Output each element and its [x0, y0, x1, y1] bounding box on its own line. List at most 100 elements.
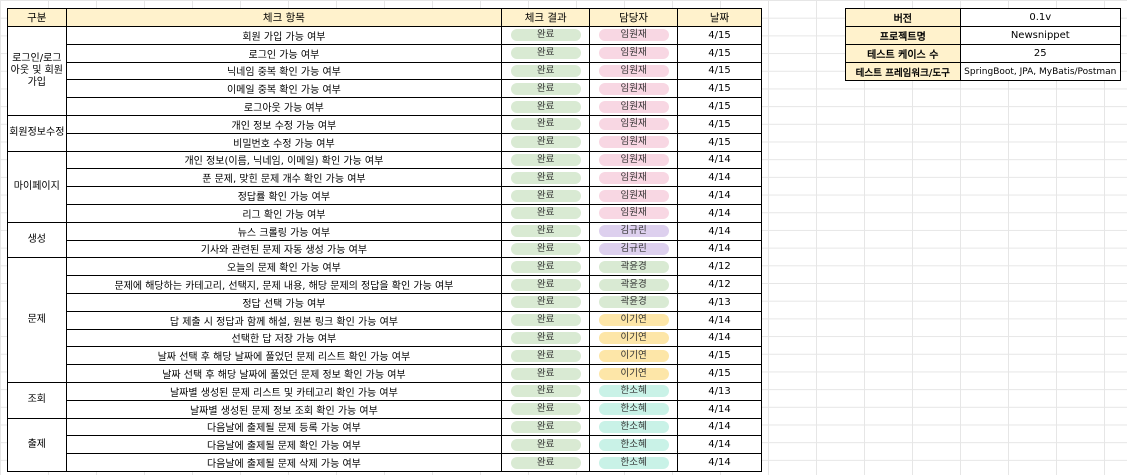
check-item-cell[interactable]: 이메일 중복 확인 가능 여부: [65, 79, 503, 99]
check-item-cell[interactable]: 정답 선택 가능 여부: [65, 292, 503, 312]
check-item-cell[interactable]: 다음날에 출제될 문제 삭제 가능 여부: [65, 453, 503, 472]
check-item-cell[interactable]: 비밀번호 수정 가능 여부: [65, 132, 503, 152]
info-key-version[interactable]: 버전: [845, 8, 961, 27]
check-result-cell[interactable]: 완료: [501, 275, 591, 294]
date-cell[interactable]: 4/15: [677, 43, 762, 63]
date-cell[interactable]: 4/14: [677, 221, 762, 241]
owner-cell[interactable]: 임원재: [589, 203, 679, 223]
category-cell[interactable]: 문제: [7, 257, 67, 383]
date-cell[interactable]: 4/12: [677, 275, 762, 294]
owner-cell[interactable]: 임원재: [589, 43, 679, 63]
date-cell[interactable]: 4/13: [677, 381, 762, 401]
owner-cell[interactable]: 임원재: [589, 61, 679, 81]
check-item-cell[interactable]: 문제에 해당하는 카테고리, 선택지, 문제 내용, 해당 문제의 정답을 확인…: [65, 275, 503, 294]
check-result-cell[interactable]: 완료: [501, 453, 591, 472]
info-value-project-name[interactable]: Newsnippet: [959, 26, 1122, 45]
owner-cell[interactable]: 한소혜: [589, 381, 679, 401]
owner-cell[interactable]: 임원재: [589, 114, 679, 134]
check-item-cell[interactable]: 개인 정보(이름, 닉네임, 이메일) 확인 가능 여부: [65, 150, 503, 170]
date-cell[interactable]: 4/15: [677, 79, 762, 99]
check-item-cell[interactable]: 닉네임 중복 확인 가능 여부: [65, 61, 503, 81]
check-result-cell[interactable]: 완료: [501, 257, 591, 277]
date-cell[interactable]: 4/14: [677, 203, 762, 223]
header-check-item[interactable]: 체크 항목: [65, 8, 503, 27]
check-result-cell[interactable]: 완료: [501, 346, 591, 366]
header-category[interactable]: 구분: [7, 8, 67, 27]
date-cell[interactable]: 4/14: [677, 239, 762, 259]
owner-cell[interactable]: 김규린: [589, 239, 679, 259]
check-item-cell[interactable]: 날짜별 생성된 문제 정보 조회 확인 가능 여부: [65, 399, 503, 419]
date-cell[interactable]: 4/13: [677, 292, 762, 312]
owner-cell[interactable]: 임원재: [589, 97, 679, 116]
owner-cell[interactable]: 임원재: [589, 150, 679, 170]
date-cell[interactable]: 4/15: [677, 114, 762, 134]
check-result-cell[interactable]: 완료: [501, 435, 591, 455]
date-cell[interactable]: 4/15: [677, 97, 762, 116]
owner-cell[interactable]: 이기연: [589, 328, 679, 348]
check-item-cell[interactable]: 답 제출 시 정답과 함께 해설, 원본 링크 확인 가능 여부: [65, 310, 503, 330]
owner-cell[interactable]: 곽윤경: [589, 292, 679, 312]
check-result-cell[interactable]: 완료: [501, 132, 591, 152]
info-key-project-name[interactable]: 프로젝트명: [845, 26, 961, 45]
date-cell[interactable]: 4/15: [677, 26, 762, 45]
owner-cell[interactable]: 임원재: [589, 168, 679, 188]
date-cell[interactable]: 4/14: [677, 186, 762, 205]
owner-cell[interactable]: 곽윤경: [589, 257, 679, 277]
check-result-cell[interactable]: 완료: [501, 310, 591, 330]
info-value-version[interactable]: 0.1v: [959, 8, 1122, 27]
check-result-cell[interactable]: 완료: [501, 239, 591, 259]
owner-cell[interactable]: 한소혜: [589, 417, 679, 437]
check-result-cell[interactable]: 완료: [501, 150, 591, 170]
info-value-test-case-count[interactable]: 25: [959, 44, 1122, 63]
date-cell[interactable]: 4/12: [677, 257, 762, 277]
owner-cell[interactable]: 이기연: [589, 310, 679, 330]
check-item-cell[interactable]: 푼 문제, 맞힌 문제 개수 확인 가능 여부: [65, 168, 503, 188]
info-key-test-case-count[interactable]: 테스트 케이스 수: [845, 44, 961, 63]
owner-cell[interactable]: 임원재: [589, 186, 679, 205]
owner-cell[interactable]: 김규린: [589, 221, 679, 241]
check-item-cell[interactable]: 정답률 확인 가능 여부: [65, 186, 503, 205]
check-result-cell[interactable]: 완료: [501, 203, 591, 223]
check-result-cell[interactable]: 완료: [501, 328, 591, 348]
category-cell[interactable]: 마이페이지: [7, 150, 67, 223]
check-result-cell[interactable]: 완료: [501, 399, 591, 419]
owner-cell[interactable]: 한소혜: [589, 435, 679, 455]
owner-cell[interactable]: 곽윤경: [589, 275, 679, 294]
check-item-cell[interactable]: 로그인 가능 여부: [65, 43, 503, 63]
category-cell[interactable]: 회원정보수정: [7, 114, 67, 152]
check-item-cell[interactable]: 개인 정보 수정 가능 여부: [65, 114, 503, 134]
date-cell[interactable]: 4/14: [677, 310, 762, 330]
check-result-cell[interactable]: 완료: [501, 417, 591, 437]
date-cell[interactable]: 4/14: [677, 453, 762, 472]
check-item-cell[interactable]: 회원 가입 가능 여부: [65, 26, 503, 45]
date-cell[interactable]: 4/15: [677, 61, 762, 81]
date-cell[interactable]: 4/14: [677, 328, 762, 348]
check-item-cell[interactable]: 오늘의 문제 확인 가능 여부: [65, 257, 503, 277]
check-result-cell[interactable]: 완료: [501, 186, 591, 205]
info-value-framework[interactable]: SpringBoot, JPA, MyBatis/Postman: [959, 62, 1122, 81]
category-cell[interactable]: 출제: [7, 417, 67, 472]
check-item-cell[interactable]: 날짜 선택 후 해당 날짜에 풀었던 문제 정보 확인 가능 여부: [65, 364, 503, 383]
owner-cell[interactable]: 임원재: [589, 26, 679, 45]
check-item-cell[interactable]: 다음날에 출제될 문제 등록 가능 여부: [65, 417, 503, 437]
category-cell[interactable]: 생성: [7, 221, 67, 259]
check-result-cell[interactable]: 완료: [501, 61, 591, 81]
check-item-cell[interactable]: 로그아웃 가능 여부: [65, 97, 503, 116]
check-result-cell[interactable]: 완료: [501, 364, 591, 383]
check-item-cell[interactable]: 다음날에 출제될 문제 확인 가능 여부: [65, 435, 503, 455]
category-cell[interactable]: 로그인/로그아웃 및 회원가입: [7, 26, 67, 116]
owner-cell[interactable]: 한소혜: [589, 399, 679, 419]
check-result-cell[interactable]: 완료: [501, 168, 591, 188]
date-cell[interactable]: 4/15: [677, 132, 762, 152]
owner-cell[interactable]: 임원재: [589, 79, 679, 99]
check-item-cell[interactable]: 날짜 선택 후 해당 날짜에 풀었던 문제 리스트 확인 가능 여부: [65, 346, 503, 366]
check-item-cell[interactable]: 날짜별 생성된 문제 리스트 및 카테고리 확인 가능 여부: [65, 381, 503, 401]
header-owner[interactable]: 담당자: [589, 8, 679, 27]
check-item-cell[interactable]: 리그 확인 가능 여부: [65, 203, 503, 223]
date-cell[interactable]: 4/14: [677, 168, 762, 188]
check-result-cell[interactable]: 완료: [501, 114, 591, 134]
owner-cell[interactable]: 이기연: [589, 364, 679, 383]
owner-cell[interactable]: 임원재: [589, 132, 679, 152]
check-result-cell[interactable]: 완료: [501, 43, 591, 63]
header-check-result[interactable]: 체크 결과: [501, 8, 591, 27]
